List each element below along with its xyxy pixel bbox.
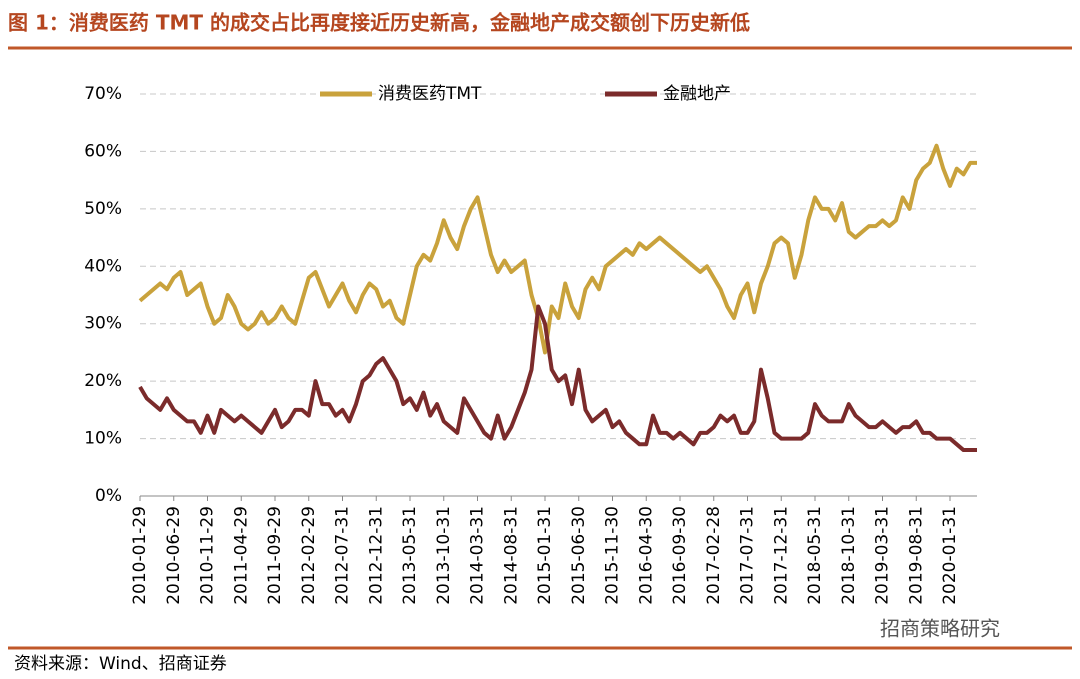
x-tick-label: 2016-04-30 [636, 506, 656, 605]
x-tick-label: 2010-06-29 [164, 506, 184, 605]
x-tick-label: 2019-03-31 [873, 506, 893, 605]
x-tick-label: 2010-01-29 [130, 506, 150, 605]
y-tick-label: 20% [84, 371, 122, 391]
x-tick-label: 2014-03-31 [468, 506, 488, 605]
y-tick-label: 70% [84, 84, 122, 104]
x-tick-label: 2015-06-30 [569, 506, 589, 605]
series-line [138, 143, 977, 355]
x-tick-label: 2020-01-31 [940, 506, 960, 605]
x-tick-label: 2014-08-31 [501, 506, 521, 605]
x-tick-label: 2010-11-29 [198, 506, 218, 605]
chart-title: 图 1：消费医药 TMT 的成交占比再度接近历史新高，金融地产成交额创下历史新低 [8, 11, 750, 35]
y-tick-label: 10% [84, 429, 122, 449]
y-tick-label: 40% [84, 256, 122, 276]
x-tick-label: 2011-04-29 [231, 506, 251, 605]
x-tick-label: 2013-10-31 [434, 506, 454, 605]
x-tick-label: 2012-02-29 [299, 506, 319, 605]
watermark: 招商策略研究 [880, 617, 1000, 641]
x-tick-label: 2018-10-31 [839, 506, 859, 605]
x-tick-label: 2017-07-31 [738, 506, 758, 605]
x-tick-label: 2016-09-30 [670, 506, 690, 605]
x-tick-label: 2018-05-31 [805, 506, 825, 605]
series-line [138, 304, 977, 453]
x-tick-label: 2011-09-29 [265, 506, 285, 605]
x-tick-label: 2015-11-30 [603, 506, 623, 605]
x-tick-label: 2012-12-31 [366, 506, 386, 605]
legend-label: 金融地产 [663, 84, 731, 104]
y-tick-label: 30% [84, 314, 122, 334]
y-tick-label: 50% [84, 199, 122, 219]
x-tick-label: 2017-12-31 [771, 506, 791, 605]
x-tick-label: 2019-08-31 [906, 506, 926, 605]
x-tick-label: 2013-05-31 [400, 506, 420, 605]
source: 资料来源：Wind、招商证券 [14, 654, 227, 674]
x-tick-label: 2012-07-31 [333, 506, 353, 605]
y-tick-label: 0% [95, 486, 122, 506]
x-tick-label: 2015-01-31 [535, 506, 555, 605]
legend-label: 消费医药TMT [378, 84, 482, 104]
x-tick-label: 2017-02-28 [704, 506, 724, 605]
y-tick-label: 60% [84, 141, 122, 161]
